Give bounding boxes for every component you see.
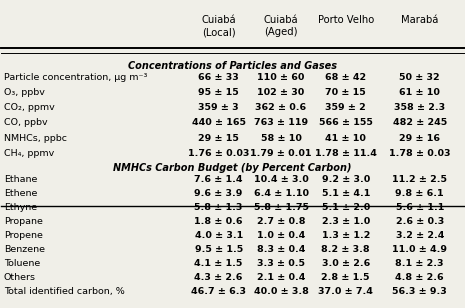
Text: Total identified carbon, %: Total identified carbon, % [4,286,125,296]
Text: Porto Velho: Porto Velho [318,15,374,25]
Text: 566 ± 155: 566 ± 155 [319,119,372,128]
Text: 41 ± 10: 41 ± 10 [326,134,366,143]
Text: 110 ± 60: 110 ± 60 [257,73,305,82]
Text: Ethene: Ethene [4,189,37,198]
Text: Particle concentration, μg m⁻³: Particle concentration, μg m⁻³ [4,73,147,82]
Text: 102 ± 30: 102 ± 30 [258,88,305,97]
Text: 61 ± 10: 61 ± 10 [399,88,440,97]
Text: 5.8 ± 1.75: 5.8 ± 1.75 [253,203,309,212]
Text: 359 ± 2: 359 ± 2 [326,103,366,112]
Text: 29 ± 16: 29 ± 16 [399,134,440,143]
Text: 4.3 ± 2.6: 4.3 ± 2.6 [194,273,243,282]
Text: 2.8 ± 1.5: 2.8 ± 1.5 [321,273,370,282]
Text: 1.76 ± 0.03: 1.76 ± 0.03 [188,149,249,158]
Text: 40.0 ± 3.8: 40.0 ± 3.8 [253,286,308,296]
Text: 359 ± 3: 359 ± 3 [198,103,239,112]
Text: 11.2 ± 2.5: 11.2 ± 2.5 [392,175,447,184]
Text: 10.4 ± 3.0: 10.4 ± 3.0 [254,175,308,184]
Text: 9.8 ± 6.1: 9.8 ± 6.1 [395,189,444,198]
Text: CH₄, ppmv: CH₄, ppmv [4,149,54,158]
Text: 5.8 ± 1.3: 5.8 ± 1.3 [194,203,243,212]
Text: CO, ppbv: CO, ppbv [4,119,47,128]
Text: 2.7 ± 0.8: 2.7 ± 0.8 [257,217,306,226]
Text: 9.2 ± 3.0: 9.2 ± 3.0 [322,175,370,184]
Text: Concentrations of Particles and Gases: Concentrations of Particles and Gases [128,61,337,71]
Text: Propene: Propene [4,231,43,240]
Text: NMHCs, ppbc: NMHCs, ppbc [4,134,66,143]
Text: NMHCs Carbon Budget (by Percent Carbon): NMHCs Carbon Budget (by Percent Carbon) [113,163,352,173]
Text: 1.78 ± 11.4: 1.78 ± 11.4 [315,149,377,158]
Text: 5.1 ± 4.1: 5.1 ± 4.1 [322,189,370,198]
Text: Benzene: Benzene [4,245,45,254]
Text: 11.0 ± 4.9: 11.0 ± 4.9 [392,245,447,254]
Text: 2.3 ± 1.0: 2.3 ± 1.0 [322,217,370,226]
Text: 9.5 ± 1.5: 9.5 ± 1.5 [194,245,243,254]
Text: 46.7 ± 6.3: 46.7 ± 6.3 [191,286,246,296]
Text: Propane: Propane [4,217,43,226]
Text: 2.6 ± 0.3: 2.6 ± 0.3 [396,217,444,226]
Text: Cuiabá
(Local): Cuiabá (Local) [201,15,236,37]
Text: 66 ± 33: 66 ± 33 [198,73,239,82]
Text: 1.3 ± 1.2: 1.3 ± 1.2 [322,231,370,240]
Text: 4.8 ± 2.6: 4.8 ± 2.6 [395,273,444,282]
Text: 5.1 ± 2.0: 5.1 ± 2.0 [322,203,370,212]
Text: 482 ± 245: 482 ± 245 [392,119,447,128]
Text: 37.0 ± 7.4: 37.0 ± 7.4 [319,286,373,296]
Text: 68 ± 42: 68 ± 42 [325,73,366,82]
Text: 50 ± 32: 50 ± 32 [399,73,440,82]
Text: 3.0 ± 2.6: 3.0 ± 2.6 [322,259,370,268]
Text: Toluene: Toluene [4,259,40,268]
Text: 95 ± 15: 95 ± 15 [198,88,239,97]
Text: 3.2 ± 2.4: 3.2 ± 2.4 [396,231,444,240]
Text: Ethyne: Ethyne [4,203,37,212]
Text: Ethane: Ethane [4,175,37,184]
Text: CO₂, ppmv: CO₂, ppmv [4,103,54,112]
Text: 4.1 ± 1.5: 4.1 ± 1.5 [194,259,243,268]
Text: 4.0 ± 3.1: 4.0 ± 3.1 [194,231,243,240]
Text: 8.3 ± 0.4: 8.3 ± 0.4 [257,245,305,254]
Text: 440 ± 165: 440 ± 165 [192,119,246,128]
Text: 763 ± 119: 763 ± 119 [254,119,308,128]
Text: 1.8 ± 0.6: 1.8 ± 0.6 [194,217,243,226]
Text: 3.3 ± 0.5: 3.3 ± 0.5 [257,259,305,268]
Text: 9.6 ± 3.9: 9.6 ± 3.9 [194,189,243,198]
Text: 1.78 ± 0.03: 1.78 ± 0.03 [389,149,451,158]
Text: 358 ± 2.3: 358 ± 2.3 [394,103,445,112]
Text: 56.3 ± 9.3: 56.3 ± 9.3 [392,286,447,296]
Text: Others: Others [4,273,36,282]
Text: 5.6 ± 1.1: 5.6 ± 1.1 [396,203,444,212]
Text: 1.0 ± 0.4: 1.0 ± 0.4 [257,231,305,240]
Text: 362 ± 0.6: 362 ± 0.6 [255,103,306,112]
Text: 2.1 ± 0.4: 2.1 ± 0.4 [257,273,305,282]
Text: O₃, ppbv: O₃, ppbv [4,88,45,97]
Text: 7.6 ± 1.4: 7.6 ± 1.4 [194,175,243,184]
Text: Marabá: Marabá [401,15,438,25]
Text: 8.2 ± 3.8: 8.2 ± 3.8 [321,245,370,254]
Text: 8.1 ± 2.3: 8.1 ± 2.3 [395,259,444,268]
Text: 29 ± 15: 29 ± 15 [198,134,239,143]
Text: Cuiabá
(Aged): Cuiabá (Aged) [264,15,299,37]
Text: 70 ± 15: 70 ± 15 [326,88,366,97]
Text: 1.79 ± 0.01: 1.79 ± 0.01 [250,149,312,158]
Text: 58 ± 10: 58 ± 10 [260,134,301,143]
Text: 6.4 ± 1.10: 6.4 ± 1.10 [253,189,309,198]
